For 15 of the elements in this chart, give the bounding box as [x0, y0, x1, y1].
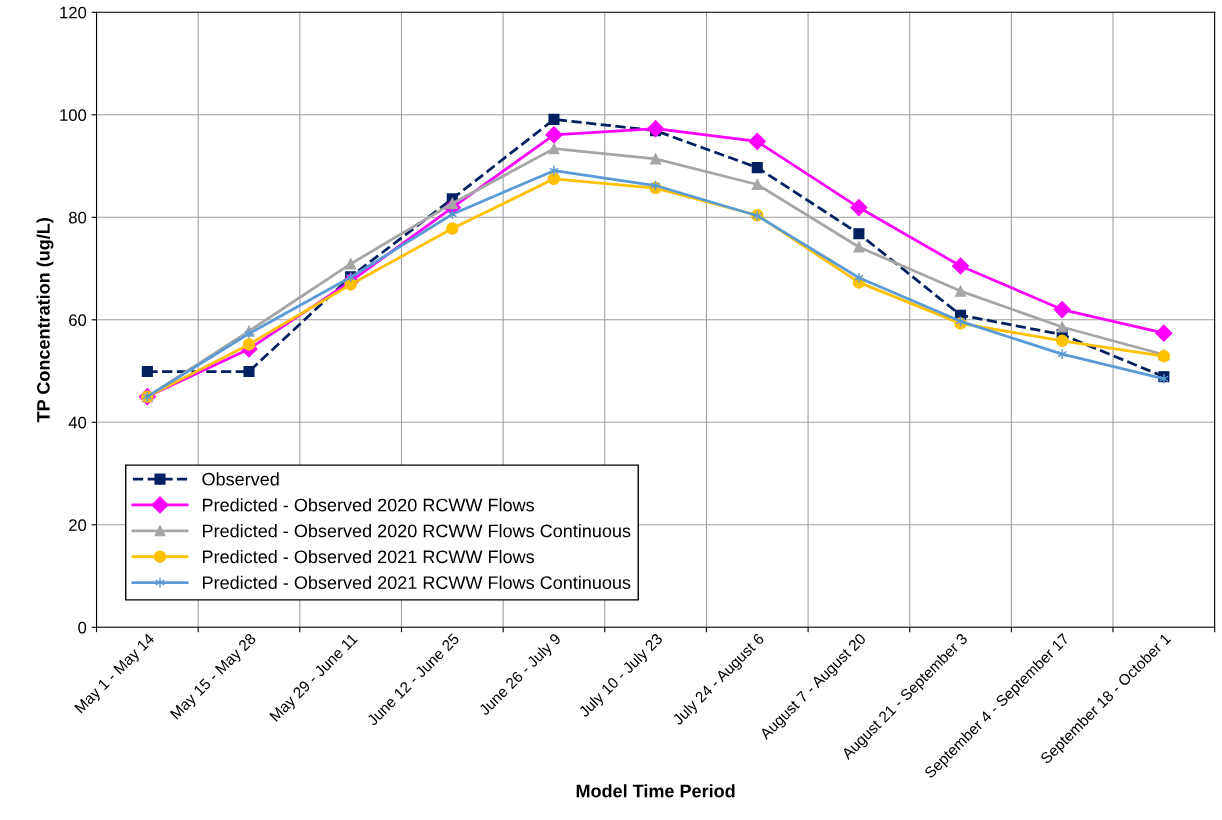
- legend-label: Observed: [202, 472, 279, 486]
- y-tick-label: 100: [60, 109, 87, 121]
- y-tick-label: 0: [78, 621, 87, 634]
- y-tick-label: 60: [69, 314, 87, 326]
- y-tick-label: 80: [69, 211, 87, 224]
- x-axis-title: Model Time Period: [576, 784, 735, 798]
- legend-label: Predicted - Observed 2020 RCWW Flows Continuous: [203, 524, 631, 538]
- y-tick-label: 40: [68, 416, 87, 429]
- legend-label: Predicted - Observed 2021 RCWW Flows: [203, 549, 534, 564]
- x-tick-label: July 10 - July 23: [577, 632, 666, 720]
- y-tick-label: 20: [69, 519, 87, 531]
- y-axis-title: TP Concentration (ug/L): [36, 218, 54, 423]
- y-tick-label: 120: [60, 6, 87, 19]
- legend-label: Predicted - Observed 2021 RCWW Flows Continuous: [203, 575, 631, 590]
- legend-label: Predicted - Observed 2020 RCWW Flows: [203, 498, 534, 512]
